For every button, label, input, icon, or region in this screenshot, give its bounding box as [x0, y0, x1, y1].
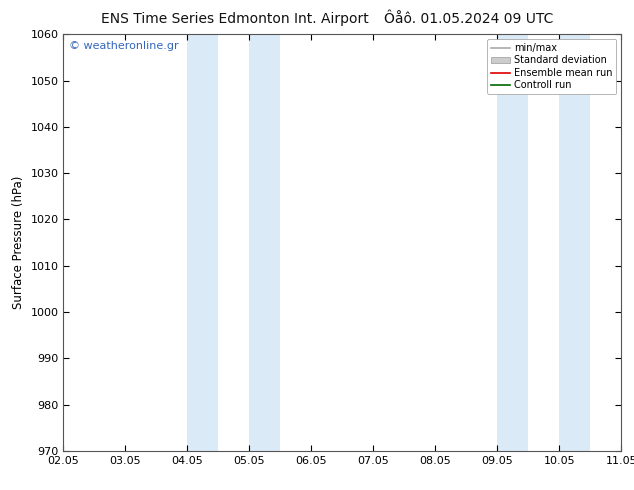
Bar	[497, 34, 528, 451]
Y-axis label: Surface Pressure (hPa): Surface Pressure (hPa)	[12, 176, 25, 309]
Text: © weatheronline.gr: © weatheronline.gr	[69, 41, 179, 50]
Bar	[188, 34, 218, 451]
Bar	[559, 34, 590, 451]
Text: Ôåô. 01.05.2024 09 UTC: Ôåô. 01.05.2024 09 UTC	[384, 12, 554, 26]
Bar	[249, 34, 280, 451]
Text: ENS Time Series Edmonton Int. Airport: ENS Time Series Edmonton Int. Airport	[101, 12, 368, 26]
Legend: min/max, Standard deviation, Ensemble mean run, Controll run: min/max, Standard deviation, Ensemble me…	[487, 39, 616, 94]
